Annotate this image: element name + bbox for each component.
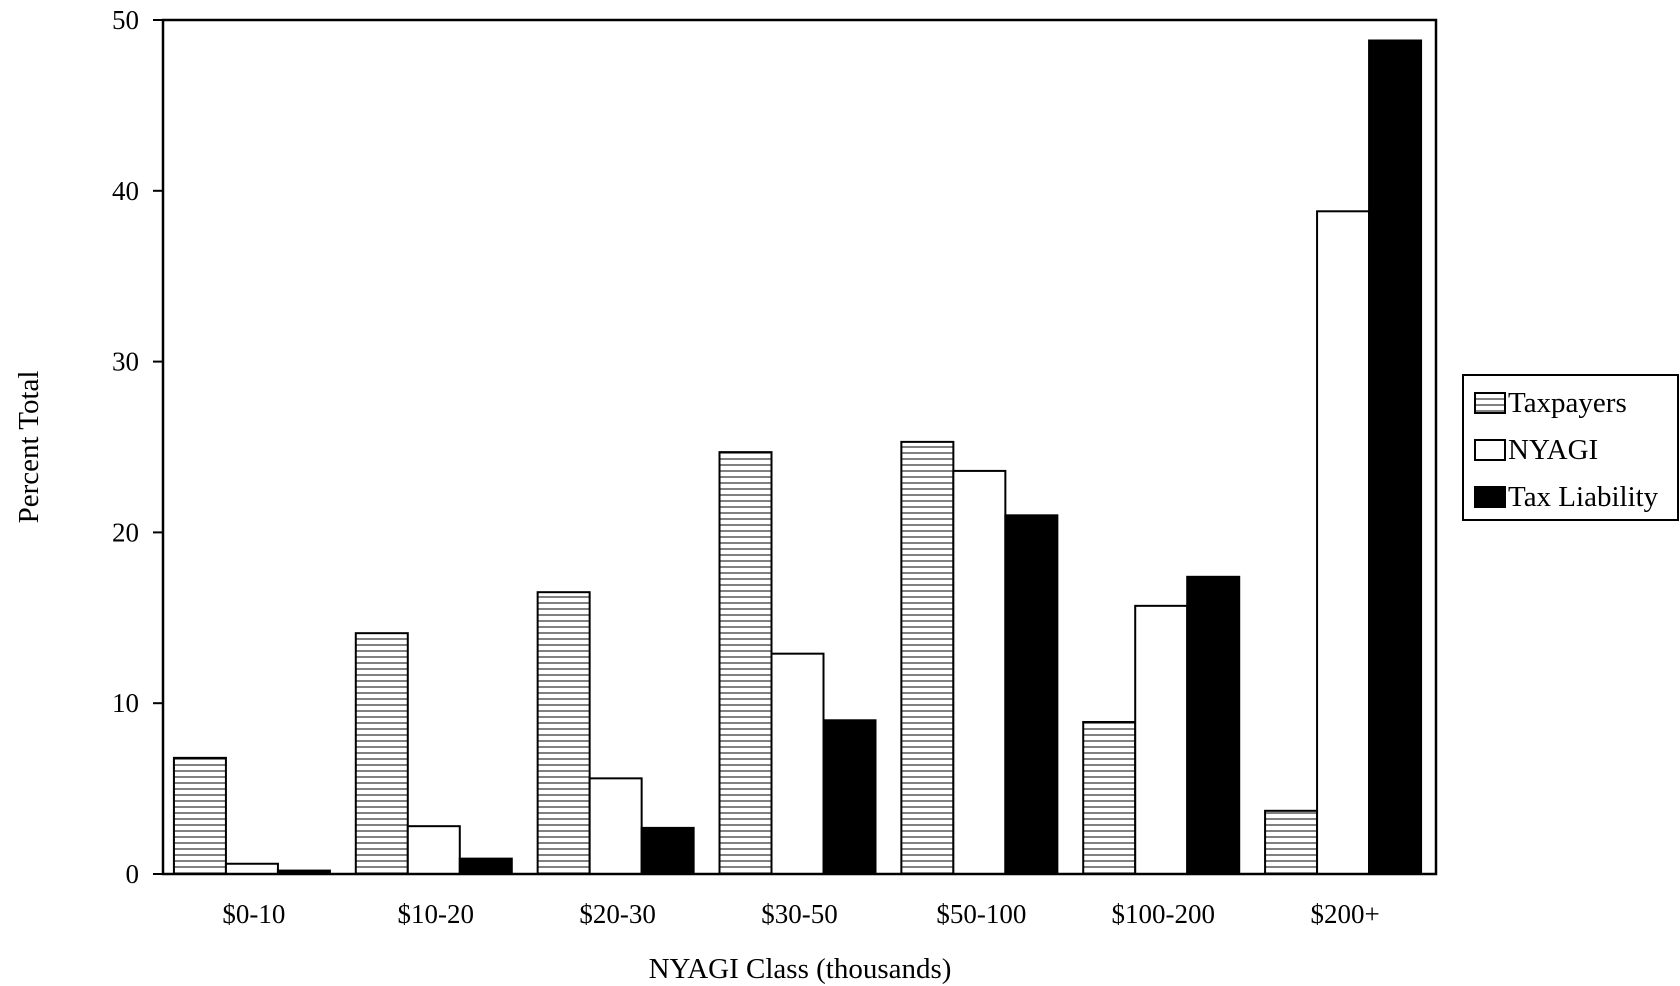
y-axis-title: Percent Total <box>13 371 45 524</box>
bar-tax-liability <box>640 826 695 875</box>
bar-nyagi <box>406 825 461 876</box>
x-axis-title: NYAGI Class (thousands) <box>649 953 952 985</box>
legend-swatch-tax-liability <box>1474 486 1506 508</box>
bar-tax-liability <box>822 719 877 876</box>
legend: Taxpayers NYAGI Tax Liability <box>1462 374 1679 521</box>
bar-taxpayers <box>354 632 409 875</box>
y-tick-label: 0 <box>126 859 140 889</box>
bar-taxpayers <box>900 440 955 875</box>
bar-taxpayers <box>172 756 227 876</box>
bar-nyagi <box>588 777 643 875</box>
y-tick-label: 40 <box>112 176 139 206</box>
x-tick-label: $20-30 <box>579 899 656 929</box>
bars <box>172 39 1423 876</box>
bar-tax-liability <box>1004 514 1059 875</box>
legend-label: Taxpayers <box>1508 387 1627 419</box>
x-tick-label: $100-200 <box>1111 899 1215 929</box>
y-tick-label: 50 <box>112 5 139 35</box>
x-tick-label: $10-20 <box>398 899 475 929</box>
bar-nyagi <box>1316 210 1371 875</box>
bar-taxpayers <box>1082 720 1137 875</box>
bar-nyagi <box>952 469 1007 875</box>
bar-nyagi <box>224 862 279 876</box>
bar-tax-liability <box>1368 39 1423 876</box>
bar-tax-liability <box>1186 575 1241 875</box>
plot-area-frame <box>161 18 1438 876</box>
bar-taxpayers <box>718 451 773 875</box>
y-tick-label: 30 <box>112 347 139 377</box>
x-tick-label: $0-10 <box>222 899 285 929</box>
bar-taxpayers <box>1264 809 1319 876</box>
bar-nyagi <box>770 652 825 876</box>
y-tick-label: 20 <box>112 517 139 547</box>
y-axis-ticks: 0 10 20 30 40 50 <box>112 5 163 889</box>
x-tick-label: $200+ <box>1310 899 1379 929</box>
bar-nyagi <box>1134 604 1189 875</box>
legend-label: NYAGI <box>1508 434 1598 466</box>
x-axis-ticks: $0-10 $10-20 $20-30 $30-50 $50-100 $100-200 $2… <box>222 899 1379 929</box>
legend-swatch-nyagi <box>1474 439 1506 461</box>
x-tick-label: $30-50 <box>761 899 838 929</box>
y-tick-label: 10 <box>112 688 139 718</box>
legend-swatch-taxpayers <box>1474 392 1506 414</box>
bar-tax-liability <box>458 857 513 875</box>
legend-label: Tax Liability <box>1508 481 1659 513</box>
x-tick-label: $50-100 <box>936 899 1026 929</box>
bar-taxpayers <box>536 591 591 875</box>
